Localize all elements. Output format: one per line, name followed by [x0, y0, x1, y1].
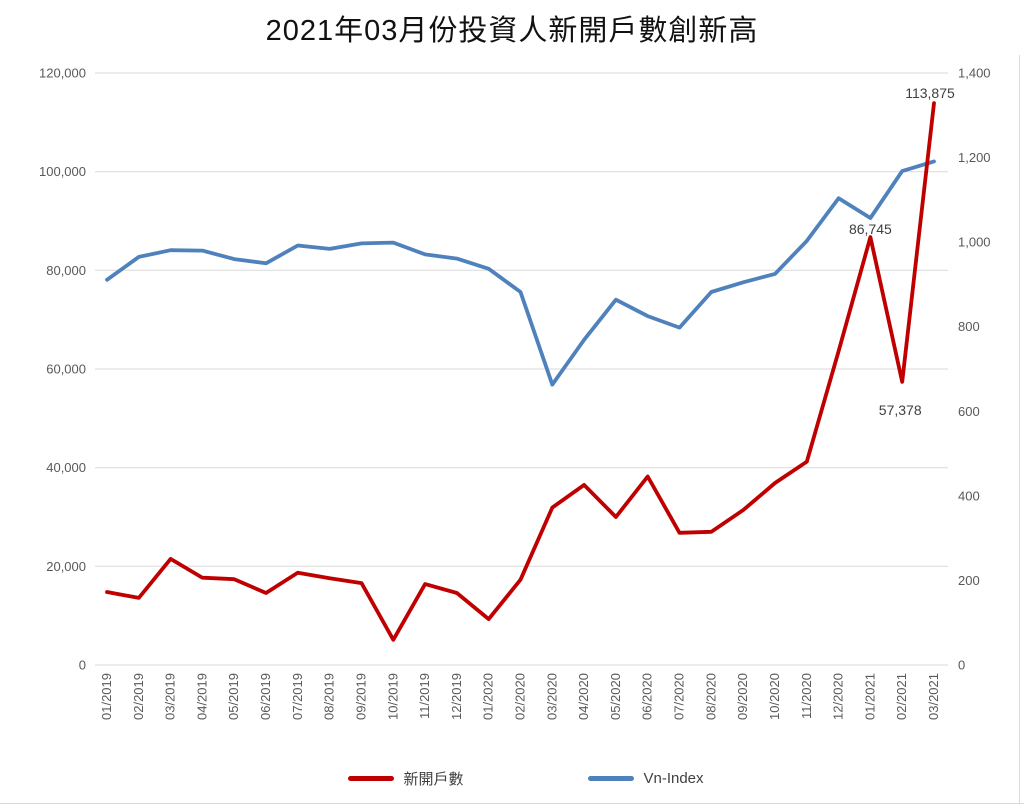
svg-text:60,000: 60,000	[46, 362, 86, 377]
svg-text:400: 400	[958, 488, 980, 503]
legend-label-new-accounts: 新開戶數	[403, 770, 464, 788]
svg-text:80,000: 80,000	[46, 263, 86, 278]
chart-legend: 新開戶數 Vn-Index	[14, 767, 1024, 789]
svg-text:40,000: 40,000	[46, 460, 86, 475]
svg-text:06/2019: 06/2019	[258, 673, 273, 720]
svg-text:1,400: 1,400	[958, 66, 991, 81]
legend-item-vn-index: Vn-Index	[588, 769, 704, 787]
svg-text:12/2020: 12/2020	[831, 673, 846, 720]
svg-text:02/2019: 02/2019	[131, 673, 146, 720]
svg-text:05/2020: 05/2020	[608, 673, 623, 720]
svg-text:200: 200	[958, 573, 980, 588]
svg-text:800: 800	[958, 319, 980, 334]
svg-text:02/2021: 02/2021	[894, 673, 909, 720]
legend-item-new-accounts: 新開戶數	[348, 768, 463, 789]
svg-text:11/2019: 11/2019	[417, 673, 432, 719]
svg-text:03/2019: 03/2019	[163, 673, 178, 720]
svg-text:01/2019: 01/2019	[99, 673, 114, 720]
svg-text:06/2020: 06/2020	[640, 673, 655, 720]
svg-text:01/2020: 01/2020	[481, 673, 496, 720]
svg-text:0: 0	[79, 658, 86, 673]
chart-title: 2021年03月份投資人新開戶數創新高	[265, 15, 759, 47]
svg-text:600: 600	[958, 404, 980, 419]
svg-text:07/2019: 07/2019	[290, 673, 305, 720]
svg-text:09/2019: 09/2019	[354, 673, 369, 720]
svg-text:05/2019: 05/2019	[226, 673, 241, 720]
svg-text:11/2020: 11/2020	[799, 673, 814, 719]
svg-text:02/2020: 02/2020	[513, 673, 528, 720]
svg-text:09/2020: 09/2020	[735, 673, 750, 720]
svg-text:113,875: 113,875	[905, 85, 955, 101]
legend-label-vn-index: Vn-Index	[643, 769, 704, 787]
svg-text:86,745: 86,745	[849, 221, 892, 237]
svg-text:57,378: 57,378	[879, 402, 922, 418]
svg-text:08/2019: 08/2019	[322, 673, 337, 720]
svg-text:0: 0	[958, 658, 965, 673]
svg-text:10/2020: 10/2020	[767, 673, 782, 720]
svg-text:1,200: 1,200	[958, 150, 991, 165]
svg-text:1,000: 1,000	[958, 235, 991, 250]
svg-text:08/2020: 08/2020	[703, 673, 718, 720]
svg-text:120,000: 120,000	[39, 66, 86, 81]
svg-text:04/2019: 04/2019	[194, 673, 209, 720]
legend-swatch-vn-index-blue-line	[588, 775, 635, 781]
svg-text:01/2021: 01/2021	[862, 673, 877, 720]
svg-text:03/2020: 03/2020	[544, 673, 559, 720]
svg-text:03/2021: 03/2021	[926, 673, 941, 720]
svg-text:10/2019: 10/2019	[385, 673, 400, 720]
svg-text:07/2020: 07/2020	[672, 673, 687, 720]
svg-text:04/2020: 04/2020	[576, 673, 591, 720]
svg-text:100,000: 100,000	[39, 164, 86, 179]
svg-text:20,000: 20,000	[46, 559, 86, 574]
legend-swatch-new-accounts-red-line	[348, 775, 395, 781]
svg-text:12/2019: 12/2019	[449, 673, 464, 720]
